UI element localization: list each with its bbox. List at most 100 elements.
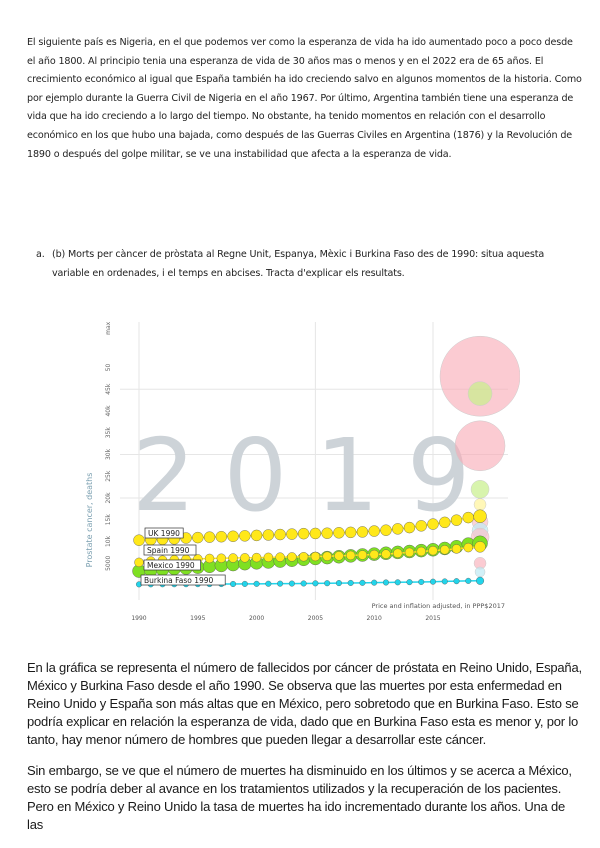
data-point bbox=[428, 545, 438, 556]
data-point bbox=[344, 526, 357, 539]
data-point bbox=[453, 578, 460, 585]
data-point bbox=[216, 553, 227, 563]
question-item: a. (b) Morts per càncer de pròstata al R… bbox=[36, 246, 576, 283]
country-bubble bbox=[467, 381, 493, 406]
data-point bbox=[288, 580, 295, 587]
x-tick-label: 2005 bbox=[308, 615, 323, 622]
data-point bbox=[133, 534, 145, 546]
y-tick-label: 35k bbox=[105, 427, 112, 439]
data-point bbox=[427, 518, 439, 530]
chart-svg: 2019 5000 10k 15k 20k 25k 30k 35k 40k 45k 50 max 1… bbox=[85, 321, 521, 622]
y-tick-label: 10k bbox=[105, 535, 112, 547]
y-tick-label: 50 bbox=[105, 364, 112, 372]
data-point bbox=[476, 576, 485, 585]
data-point bbox=[404, 547, 415, 558]
data-point bbox=[418, 578, 425, 585]
data-point bbox=[251, 552, 262, 563]
data-point bbox=[333, 527, 345, 539]
y-tick-label: max bbox=[105, 321, 112, 335]
data-point bbox=[393, 548, 403, 558]
data-point bbox=[334, 551, 344, 561]
data-point bbox=[381, 549, 391, 559]
data-point bbox=[473, 509, 487, 523]
y-axis-label[interactable]: Prostate cancer, deaths bbox=[85, 473, 94, 568]
data-point bbox=[277, 580, 284, 587]
series-label: Mexico 1990 bbox=[147, 561, 195, 570]
data-point bbox=[439, 516, 451, 529]
series-label-box bbox=[140, 574, 226, 586]
data-point bbox=[298, 552, 309, 562]
data-point bbox=[403, 521, 416, 534]
watermark-year: 2019 bbox=[132, 417, 499, 534]
analysis-paragraph: Sin embargo, se ve que el número de muer… bbox=[27, 763, 572, 832]
x-tick-label: 2010 bbox=[367, 615, 382, 622]
analysis-text: En la gráfica se representa el número de… bbox=[27, 659, 582, 847]
data-point bbox=[300, 580, 307, 587]
series-label-box bbox=[143, 559, 201, 571]
y-tick-label: 40k bbox=[105, 405, 112, 417]
data-point bbox=[451, 544, 462, 554]
data-point bbox=[392, 523, 404, 535]
data-point bbox=[310, 551, 321, 562]
data-point bbox=[240, 553, 250, 563]
data-point bbox=[215, 531, 228, 543]
data-point bbox=[134, 557, 144, 568]
data-point bbox=[406, 579, 413, 586]
data-point bbox=[203, 531, 216, 543]
country-bubble bbox=[454, 420, 506, 472]
data-point bbox=[322, 551, 332, 561]
data-point bbox=[228, 553, 238, 563]
data-point bbox=[359, 579, 366, 586]
data-point bbox=[430, 578, 437, 585]
data-point bbox=[275, 552, 285, 562]
series-label-box bbox=[143, 544, 197, 556]
data-point bbox=[241, 580, 248, 587]
data-point bbox=[286, 528, 298, 540]
data-point bbox=[227, 530, 239, 542]
data-point bbox=[356, 526, 369, 538]
series-label: Spain 1990 bbox=[147, 546, 190, 555]
data-point bbox=[440, 545, 450, 555]
data-point bbox=[324, 580, 331, 587]
data-point bbox=[371, 579, 378, 586]
y-tick-label: 25k bbox=[105, 470, 112, 482]
data-point bbox=[380, 524, 392, 536]
y-tick-label: 30k bbox=[105, 448, 112, 460]
data-point bbox=[239, 530, 251, 542]
data-point bbox=[415, 520, 427, 532]
data-point bbox=[253, 580, 260, 587]
series-label: UK 1990 bbox=[148, 529, 180, 538]
x-tick-label: 2015 bbox=[425, 615, 440, 622]
data-point bbox=[262, 529, 275, 541]
data-point bbox=[465, 577, 472, 584]
x-tick-label: 1995 bbox=[190, 615, 205, 622]
data-point bbox=[263, 552, 274, 563]
country-bubble bbox=[474, 566, 486, 578]
data-point bbox=[287, 552, 297, 562]
intro-paragraph: El siguiente país es Nigeria, en el que … bbox=[27, 37, 582, 160]
data-point bbox=[450, 514, 463, 526]
question-text: (b) Morts per càncer de pròstata al Regn… bbox=[52, 249, 545, 279]
data-point bbox=[463, 542, 473, 553]
data-point bbox=[204, 553, 215, 564]
data-point bbox=[335, 580, 342, 587]
y-tick-label: 45k bbox=[105, 383, 112, 395]
data-point bbox=[274, 528, 286, 541]
series-label: Burkina Faso 1990 bbox=[144, 576, 214, 585]
data-point bbox=[382, 579, 389, 586]
data-point bbox=[312, 580, 319, 587]
country-bubble bbox=[473, 498, 487, 511]
data-point bbox=[347, 579, 354, 586]
data-point bbox=[441, 578, 448, 585]
data-point bbox=[394, 579, 401, 586]
data-point bbox=[265, 580, 272, 587]
data-point bbox=[368, 525, 380, 537]
y-tick-label: 5000 bbox=[105, 555, 112, 570]
x-tick-label: 1990 bbox=[131, 615, 146, 622]
data-point bbox=[345, 550, 356, 561]
data-point bbox=[230, 580, 237, 587]
data-point bbox=[474, 541, 486, 553]
data-point bbox=[297, 527, 310, 540]
data-point bbox=[416, 546, 426, 557]
analysis-paragraph: En la gráfica se representa el número de… bbox=[27, 660, 582, 747]
